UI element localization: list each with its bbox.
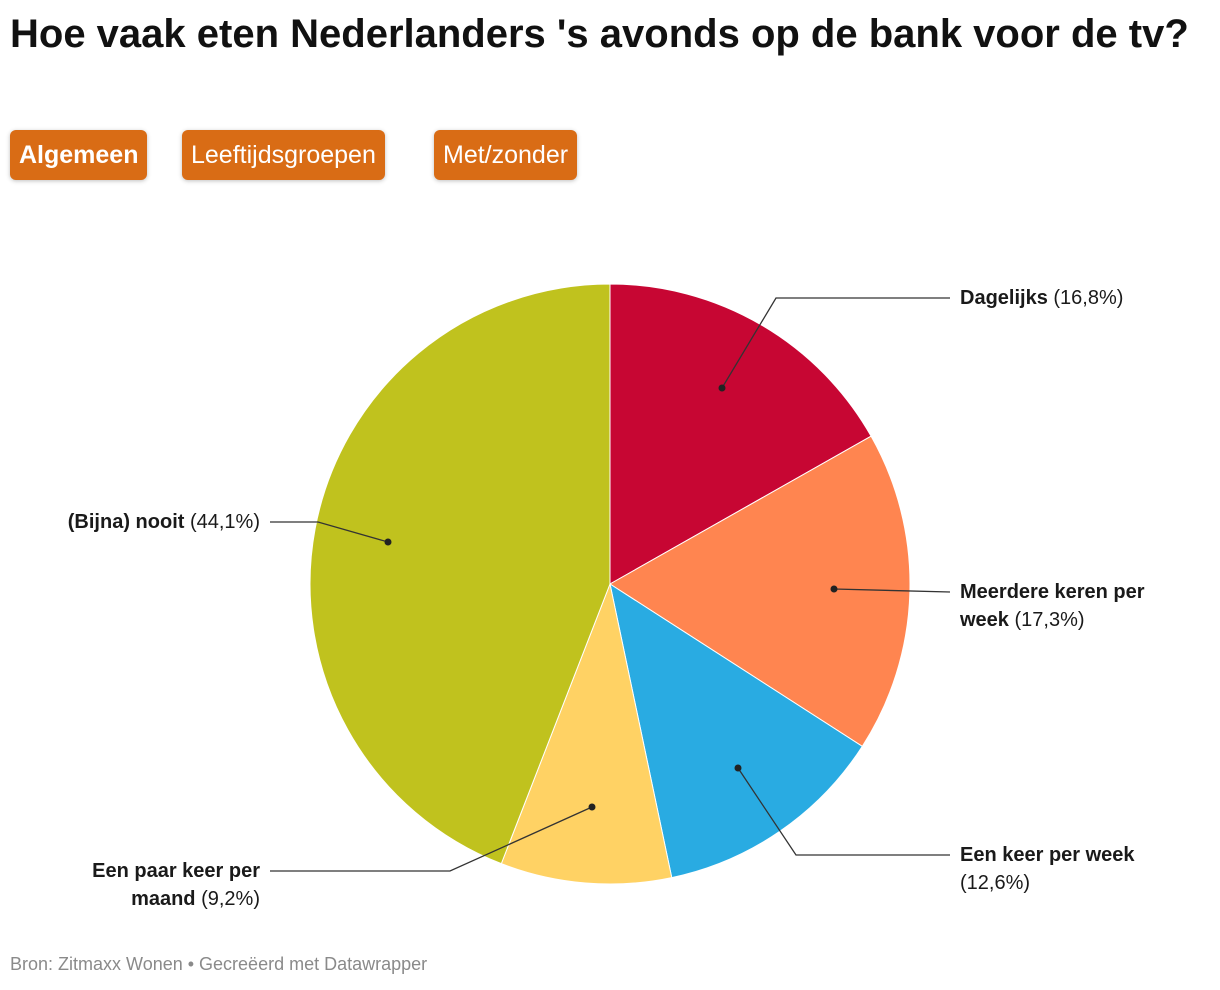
slice-label-name: Meerdere keren per	[960, 581, 1145, 603]
slice-label-name: Een keer per week	[960, 844, 1135, 866]
leader-line-3	[737, 767, 950, 856]
tab-leeftijdsgroepen[interactable]: Leeftijdsgroepen	[182, 130, 385, 180]
pie-slice-4	[500, 582, 673, 885]
leader-line-2	[833, 588, 951, 593]
slice-label-value: (17,3%)	[1008, 609, 1085, 631]
slice-label-value: (44,1%)	[184, 511, 260, 533]
leader-dot-5	[384, 538, 392, 546]
page-title: Hoe vaak eten Nederlanders 's avonds op …	[10, 12, 1189, 56]
footer-source: Bron: Zitmaxx Wonen • Gecreëerd met Data…	[10, 954, 428, 974]
pie-slice-2	[609, 435, 911, 748]
leader-dot-3	[734, 764, 742, 772]
slice-label-5: (Bijna) nooit (44,1%)	[20, 508, 260, 536]
slice-label-name: maand	[131, 888, 196, 910]
pie-slice-1	[609, 283, 872, 585]
leader-dot-1	[718, 384, 726, 392]
leader-dot-4	[588, 803, 596, 811]
tab-algemeen[interactable]: Algemeen	[10, 130, 148, 180]
slice-label-2: Meerdere keren per week (17,3%)	[960, 578, 1200, 634]
slice-label-name: (Bijna) nooit	[67, 511, 185, 533]
slice-label-4: Een paar keer per maand (9,2%)	[20, 857, 260, 913]
tab-met-zonder-kinderen[interactable]: Met/zonder kinderen	[434, 130, 578, 219]
slice-label-value: (12,6%)	[960, 872, 1031, 894]
slice-label-value: (9,2%)	[195, 888, 260, 910]
slice-label-3: Een keer per week (12,6%)	[960, 841, 1200, 897]
leader-line-1	[721, 297, 950, 389]
slice-label-name: Een paar keer per	[92, 860, 260, 882]
slice-label-name: week	[960, 609, 1009, 631]
slice-label-1: Dagelijks (16,8%)	[960, 284, 1200, 312]
leader-dot-2	[830, 585, 838, 593]
leader-line-4	[270, 806, 593, 872]
leader-line-5	[270, 521, 389, 543]
pie-slice-5	[309, 283, 611, 865]
slice-label-name: Dagelijks	[960, 287, 1048, 309]
slice-label-value: (16,8%)	[1047, 287, 1124, 309]
